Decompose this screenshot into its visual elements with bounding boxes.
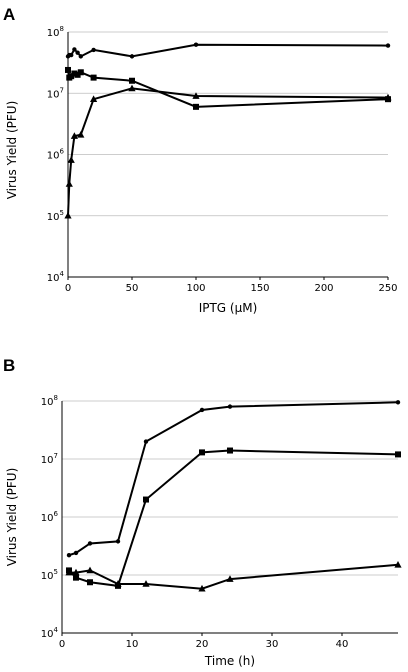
data-point-triangle: [70, 132, 78, 139]
data-point-circle: [199, 407, 205, 413]
data-point-triangle: [90, 95, 98, 102]
data-point-circle: [87, 541, 93, 546]
x-tick-label: 0: [59, 639, 65, 650]
data-point-triangle: [72, 568, 80, 576]
data-point-triangle: [77, 130, 85, 138]
data-point-triangle: [226, 575, 234, 582]
y-tick-label: 105: [41, 568, 58, 582]
data-point-square: [395, 451, 401, 458]
data-point-square: [68, 73, 75, 80]
y-tick-label: 108: [47, 25, 64, 39]
data-point-square: [74, 71, 81, 78]
data-point-circle: [66, 552, 72, 558]
data-point-square: [71, 70, 78, 77]
data-point-triangle: [114, 580, 122, 587]
data-point-square: [73, 574, 79, 581]
x-tick-label: 20: [196, 639, 209, 650]
x-tick-label: 100: [186, 283, 205, 294]
x-tick-label: 30: [266, 639, 279, 650]
data-point-triangle: [64, 211, 72, 219]
data-point-triangle: [128, 84, 136, 92]
panel-letter-b: B: [3, 356, 16, 375]
data-point-square: [193, 103, 199, 110]
y-tick-label: 107: [41, 452, 58, 466]
data-point-square: [143, 496, 149, 503]
data-point-circle: [129, 54, 135, 59]
series-line-square: [68, 449, 399, 587]
panel-letter-a: A: [3, 5, 16, 24]
y-tick-label: 106: [47, 148, 65, 162]
y-tick-label: 105: [47, 209, 64, 223]
data-point-triangle: [192, 92, 200, 99]
data-point-circle: [385, 43, 391, 48]
chart-a: 104 105 106 107 108 0 50 100 150 200 250 IPTG (μM) V…: [5, 25, 398, 315]
x-tick-label: 10: [126, 639, 139, 650]
data-point-triangle: [198, 584, 206, 592]
data-point-square: [90, 74, 97, 81]
y-axis-title: Virus Yield (PFU): [5, 101, 19, 200]
x-axis-title: IPTG (μM): [199, 301, 258, 315]
data-point-square: [87, 579, 93, 586]
x-tick-label: 50: [126, 283, 139, 294]
series-line-triangle: [69, 563, 399, 590]
y-tick-label: 106: [41, 510, 59, 524]
data-point-circle: [69, 52, 74, 58]
y-tick-label: 108: [41, 394, 58, 408]
data-point-triangle: [65, 568, 73, 576]
data-point-triangle: [67, 156, 75, 163]
data-point-circle: [78, 54, 84, 59]
series-line-circle: [68, 401, 399, 557]
x-tick-label: 40: [336, 639, 349, 650]
data-point-circle: [91, 47, 96, 53]
data-point-square: [65, 66, 71, 73]
y-tick-label: 107: [47, 86, 64, 100]
data-point-triangle: [86, 566, 94, 574]
data-point-triangle: [384, 93, 392, 101]
x-tick-label: 250: [378, 283, 397, 294]
y-tick-label: 104: [47, 270, 65, 284]
data-point-circle: [193, 42, 199, 47]
data-point-triangle: [142, 580, 150, 587]
data-point-circle: [395, 400, 401, 405]
x-tick-label: 0: [65, 283, 71, 294]
data-point-circle: [72, 47, 77, 52]
data-point-circle: [227, 404, 233, 409]
x-tick-label: 200: [314, 283, 333, 294]
x-axis-title: Time (h): [204, 654, 255, 668]
data-point-circle: [73, 550, 79, 556]
data-point-circle: [75, 50, 80, 55]
data-point-triangle: [65, 180, 73, 187]
data-point-triangle: [394, 560, 402, 568]
x-tick-label: 150: [250, 283, 269, 294]
data-point-square: [129, 77, 135, 84]
data-point-square: [199, 449, 205, 456]
data-point-circle: [143, 439, 149, 444]
y-tick-label: 104: [41, 626, 59, 640]
data-point-circle: [115, 539, 121, 544]
y-axis-title: Virus Yield (PFU): [5, 468, 19, 567]
data-point-square: [77, 69, 84, 76]
data-point-square: [227, 447, 233, 454]
